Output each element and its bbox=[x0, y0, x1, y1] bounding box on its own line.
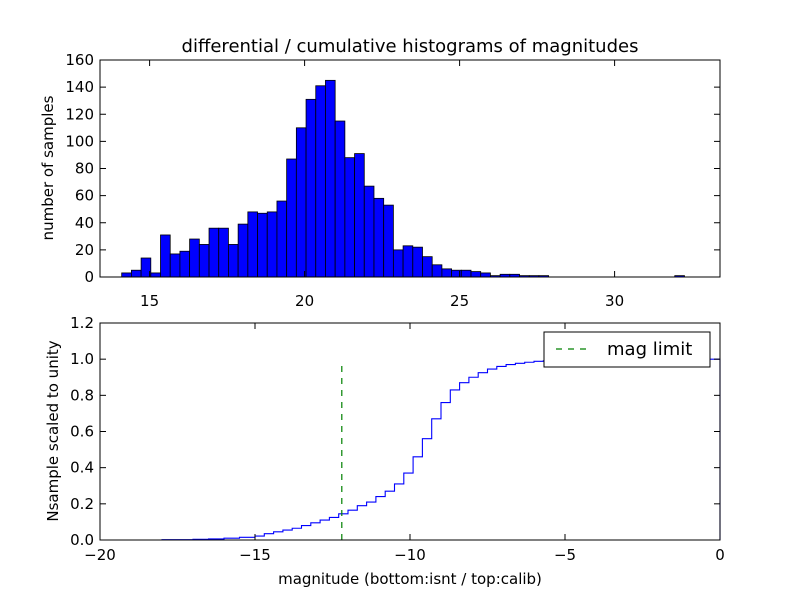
top-y-tick-label: 20 bbox=[75, 241, 94, 259]
histogram-bar bbox=[325, 79, 336, 278]
top-y-tick-label: 140 bbox=[65, 78, 94, 96]
bottom-cumulative-chart: Nsample scaled to unity magnitude (botto… bbox=[44, 314, 725, 588]
top-x-tick-label: 15 bbox=[140, 292, 159, 310]
bottom-x-ticks-group: −20 −15 −10 −5 0 bbox=[84, 323, 725, 564]
bottom-plot-frame bbox=[99, 322, 721, 541]
histogram-bar bbox=[150, 272, 161, 278]
histogram-bar bbox=[286, 158, 297, 278]
legend-mag-limit-label: mag limit bbox=[607, 339, 692, 360]
top-plot-frame bbox=[99, 59, 721, 278]
histogram-bar bbox=[237, 223, 249, 278]
bottom-x-tick-label: −10 bbox=[394, 546, 426, 564]
top-x-tick-label: 25 bbox=[450, 292, 469, 310]
histogram-bar bbox=[373, 197, 385, 278]
top-y-tick-label: 40 bbox=[75, 214, 94, 232]
histogram-bar bbox=[412, 246, 423, 278]
bottom-y-axis-label: Nsample scaled to unity bbox=[44, 340, 62, 521]
histogram-bar bbox=[169, 253, 181, 278]
histogram-bar bbox=[228, 244, 239, 278]
top-x-tick-label: 20 bbox=[295, 292, 314, 310]
histogram-bar bbox=[257, 212, 268, 278]
top-y-ticks-group: 0 20 40 60 80 100 120 140 160 bbox=[65, 51, 720, 286]
bottom-y-ticks-group: 0.0 0.2 0.4 0.6 0.8 1.0 1.2 bbox=[70, 314, 720, 549]
histogram-bar bbox=[460, 269, 472, 278]
bottom-y-tick-label: 0.0 bbox=[70, 531, 94, 549]
bottom-x-axis-label: magnitude (bottom:isnt / top:calib) bbox=[278, 570, 542, 588]
top-x-tick-label: 30 bbox=[605, 292, 624, 310]
histogram-bar bbox=[189, 238, 200, 278]
histogram-bar bbox=[383, 204, 394, 278]
bottom-x-tick-label: −20 bbox=[84, 546, 116, 564]
bottom-x-tick-label: −5 bbox=[554, 546, 576, 564]
histogram-bar bbox=[305, 98, 317, 278]
histogram-bar bbox=[334, 120, 346, 278]
top-y-tick-label: 160 bbox=[65, 51, 94, 69]
top-y-tick-label: 0 bbox=[84, 268, 94, 286]
bottom-y-tick-label: 0.8 bbox=[70, 386, 94, 404]
top-y-tick-label: 120 bbox=[65, 105, 94, 123]
bottom-y-tick-label: 1.2 bbox=[70, 314, 94, 332]
histogram-bar bbox=[179, 250, 191, 278]
histogram-bar bbox=[363, 185, 375, 278]
histogram-bar bbox=[130, 269, 142, 278]
legend: mag limit bbox=[543, 331, 711, 368]
histogram-bar bbox=[198, 244, 210, 278]
histogram-bar bbox=[266, 211, 278, 278]
histogram-bar bbox=[441, 268, 452, 278]
bottom-y-tick-label: 1.0 bbox=[70, 350, 94, 368]
histogram-bar bbox=[480, 272, 491, 278]
bottom-y-tick-label: 0.4 bbox=[70, 459, 94, 477]
histogram-bar bbox=[218, 227, 229, 278]
histogram-bar bbox=[422, 256, 433, 278]
top-y-axis-label: number of samples bbox=[39, 95, 57, 240]
bottom-x-tick-label: 0 bbox=[715, 546, 725, 564]
histogram-bar bbox=[402, 245, 414, 278]
bottom-y-tick-label: 0.2 bbox=[70, 495, 94, 513]
top-y-tick-label: 60 bbox=[75, 187, 94, 205]
histogram-bar bbox=[247, 211, 258, 278]
histogram-bar bbox=[344, 157, 355, 278]
histogram-bar bbox=[208, 227, 220, 278]
histogram-bar bbox=[121, 272, 132, 278]
histogram-bar bbox=[354, 153, 365, 278]
histogram-bar bbox=[431, 264, 443, 278]
histogram-bar bbox=[392, 249, 404, 278]
bottom-y-tick-label: 0.6 bbox=[70, 423, 94, 441]
histogram-bar bbox=[295, 127, 307, 278]
histogram-bar bbox=[470, 271, 482, 278]
top-y-tick-label: 80 bbox=[75, 160, 94, 178]
top-chart-title: differential / cumulative histograms of … bbox=[182, 36, 639, 57]
bottom-x-tick-label: −15 bbox=[239, 546, 271, 564]
histogram-bar bbox=[160, 234, 171, 278]
histogram-bar bbox=[276, 200, 288, 278]
top-histogram-chart: differential / cumulative histograms of … bbox=[39, 36, 721, 310]
top-bars-group bbox=[121, 79, 685, 278]
histogram-bar bbox=[315, 85, 326, 278]
top-x-ticks-group: 15 20 25 30 bbox=[140, 60, 624, 310]
top-y-tick-label: 100 bbox=[65, 132, 94, 150]
